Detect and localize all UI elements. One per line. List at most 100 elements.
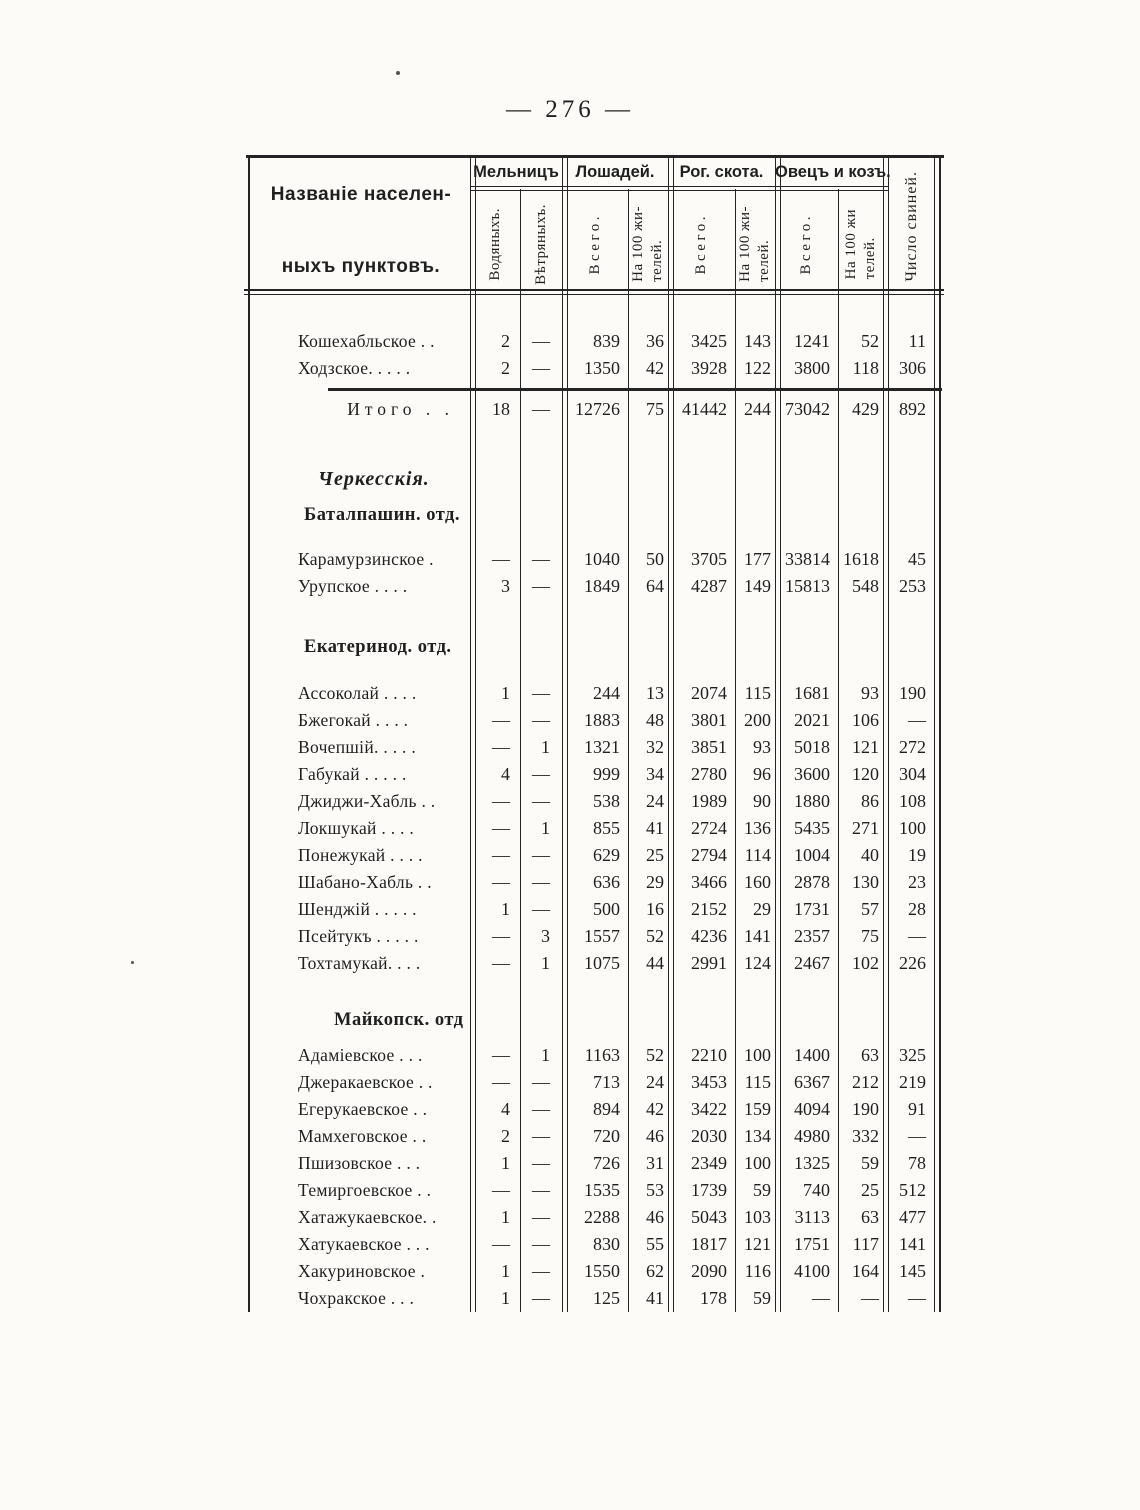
value-cell: 100 bbox=[744, 1153, 771, 1173]
value-cell: 6367 bbox=[794, 1072, 830, 1092]
table-ruling bbox=[520, 189, 521, 1312]
value-cell: 1 bbox=[541, 953, 550, 973]
section-heading: Черкесскія. bbox=[318, 468, 430, 490]
value-cell: 253 bbox=[899, 576, 926, 596]
value-cell: 271 bbox=[852, 818, 879, 838]
value-cell: 34 bbox=[646, 764, 664, 784]
value-cell: 13 bbox=[646, 683, 664, 703]
value-cell: — bbox=[532, 1288, 550, 1308]
value-cell: 1618 bbox=[843, 549, 879, 569]
value-cell: 41 bbox=[646, 1288, 664, 1308]
value-cell: 50 bbox=[646, 549, 664, 569]
value-cell: 892 bbox=[899, 399, 926, 419]
value-cell: 42 bbox=[646, 358, 664, 378]
value-cell: — bbox=[492, 1045, 510, 1065]
table-ruling bbox=[673, 155, 674, 1312]
settlement-name: Егерукаевское . . bbox=[298, 1099, 428, 1119]
value-cell: — bbox=[532, 1207, 550, 1227]
value-cell: 44 bbox=[646, 953, 664, 973]
value-cell: 325 bbox=[899, 1045, 926, 1065]
value-cell: 538 bbox=[593, 791, 620, 811]
value-cell: 999 bbox=[593, 764, 620, 784]
value-cell: 272 bbox=[899, 737, 926, 757]
settlement-name: Хатукаевское . . . bbox=[298, 1234, 430, 1254]
value-cell: 149 bbox=[744, 576, 771, 596]
value-cell: 4100 bbox=[794, 1261, 830, 1281]
table-ruling bbox=[735, 189, 736, 1312]
value-cell: — bbox=[492, 710, 510, 730]
value-cell: 32 bbox=[646, 737, 664, 757]
settlement-name: Пшизовское . . . bbox=[298, 1153, 421, 1173]
value-cell: 1883 bbox=[584, 710, 620, 730]
value-cell: 2794 bbox=[691, 845, 727, 865]
value-cell: 839 bbox=[593, 331, 620, 351]
value-cell: 100 bbox=[744, 1045, 771, 1065]
subcolumn-label: Всего. bbox=[798, 213, 815, 275]
value-cell: 134 bbox=[744, 1126, 771, 1146]
value-cell: 159 bbox=[744, 1099, 771, 1119]
value-cell: 52 bbox=[646, 1045, 664, 1065]
value-cell: 46 bbox=[646, 1207, 664, 1227]
value-cell: 12726 bbox=[575, 399, 620, 419]
value-cell: — bbox=[908, 710, 926, 730]
settlement-name: Локшукай . . . . bbox=[298, 818, 415, 838]
table-row: Шабано-Хабль . . — — 636 29 3466 160 2878 130 23 bbox=[248, 869, 940, 896]
value-cell: 1 bbox=[501, 899, 510, 919]
value-cell: — bbox=[492, 791, 510, 811]
group-label: Мельницъ bbox=[473, 163, 559, 181]
value-cell: 106 bbox=[852, 710, 879, 730]
table-ruling bbox=[883, 155, 884, 1312]
value-cell: 244 bbox=[744, 399, 771, 419]
value-cell: 1 bbox=[541, 737, 550, 757]
value-cell: — bbox=[492, 845, 510, 865]
value-cell: 145 bbox=[899, 1261, 926, 1281]
value-cell: 4094 bbox=[794, 1099, 830, 1119]
settlement-name: Псейтукъ . . . . . bbox=[298, 926, 419, 946]
value-cell: 740 bbox=[803, 1180, 830, 1200]
value-cell: 713 bbox=[593, 1072, 620, 1092]
value-cell: 2780 bbox=[691, 764, 727, 784]
value-cell: 45 bbox=[908, 549, 926, 569]
value-cell: 5435 bbox=[794, 818, 830, 838]
subcolumn-label: Водяныхъ. bbox=[486, 207, 503, 281]
value-cell: 3113 bbox=[794, 1207, 830, 1227]
value-cell: — bbox=[532, 549, 550, 569]
table-row: Чохракское . . . 1 — 125 41 178 59 — — — bbox=[248, 1285, 940, 1312]
table-row: Ассоколай . . . . 1 — 244 13 2074 115 1681 93 190 bbox=[248, 680, 940, 707]
value-cell: 2074 bbox=[691, 683, 727, 703]
settlement-name: Карамурзинское . bbox=[298, 549, 434, 569]
table-ruling bbox=[838, 189, 839, 1312]
value-cell: 141 bbox=[899, 1234, 926, 1254]
value-cell: 1731 bbox=[794, 899, 830, 919]
value-cell: 477 bbox=[899, 1207, 926, 1227]
value-cell: 548 bbox=[852, 576, 879, 596]
table-row: Джиджи-Хабль . . — — 538 24 1989 90 1880 86 108 bbox=[248, 788, 940, 815]
value-cell: 53 bbox=[646, 1180, 664, 1200]
value-cell: 830 bbox=[593, 1234, 620, 1254]
table-row: Локшукай . . . . — 1 855 41 2724 136 5435 271 100 bbox=[248, 815, 940, 842]
value-cell: — bbox=[492, 818, 510, 838]
settlement-name: Понежукай . . . . bbox=[298, 845, 423, 865]
settlement-name: Габукай . . . . . bbox=[298, 764, 407, 784]
table-header: Названіе населен- ныхъ пунктовъ. Мельниц… bbox=[248, 158, 940, 294]
value-cell: 42 bbox=[646, 1099, 664, 1119]
table-ruling bbox=[470, 155, 471, 1312]
table-row: Тохтамукай. . . . — 1 1075 44 2991 124 2467 102 2… bbox=[248, 950, 940, 977]
value-cell: 636 bbox=[593, 872, 620, 892]
value-cell: 2357 bbox=[794, 926, 830, 946]
section-row: Черкесскія. bbox=[248, 464, 940, 494]
value-cell: 59 bbox=[753, 1180, 771, 1200]
value-cell: 177 bbox=[744, 549, 771, 569]
group-label: Лошадей. bbox=[575, 163, 655, 181]
value-cell: 143 bbox=[744, 331, 771, 351]
value-cell: 121 bbox=[852, 737, 879, 757]
value-cell: 75 bbox=[646, 399, 664, 419]
value-cell: 1817 bbox=[691, 1234, 727, 1254]
table-row: Урупское . . . . 3 — 1849 64 4287 149 15813 548 2… bbox=[248, 573, 940, 600]
value-cell: 59 bbox=[753, 1288, 771, 1308]
value-cell: 2724 bbox=[691, 818, 727, 838]
group-underline bbox=[470, 186, 888, 187]
value-cell: — bbox=[492, 737, 510, 757]
settlement-name: Хатажукаевское. . bbox=[298, 1207, 437, 1227]
